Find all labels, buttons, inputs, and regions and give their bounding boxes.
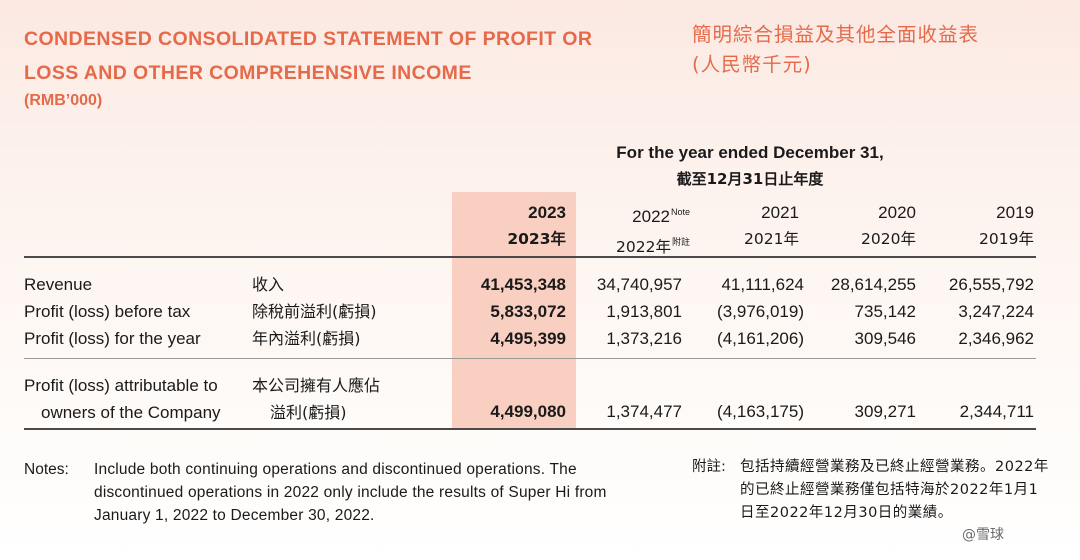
year-zh: 2021年 (744, 230, 799, 248)
table-divider-bottom (24, 428, 1036, 430)
row-label-en: Revenue (24, 275, 93, 294)
notes-text-zh: 包括持續經營業務及已終止經營業務。2022年的已終止經營業務僅包括特海於2022… (740, 459, 1049, 521)
year-zh: 2022年 (616, 238, 671, 256)
table-row: Revenue 收入 41,453,348 34,740,957 41,111,… (0, 272, 1080, 298)
row-label-en: Profit (loss) before tax (24, 302, 191, 321)
table-row: Profit (loss) for the year 年內溢利(虧損) 4,49… (0, 326, 1080, 352)
row-label-en: Profit (loss) for the year (24, 329, 201, 348)
cell-value: 1,913,801 (606, 302, 682, 321)
cell-value: 309,546 (854, 329, 916, 348)
table-divider-top (24, 256, 1036, 258)
cell-value: 28,614,255 (830, 275, 916, 294)
year-header-2023: 2023 2023年 (442, 199, 566, 253)
title-zh-line2: (人民幣千元) (692, 53, 812, 76)
cell-value: 5,833,072 (490, 302, 566, 321)
attributable-zh-line1: 本公司擁有人應佔 (252, 376, 381, 395)
cell-value: 1,373,216 (606, 329, 682, 348)
row-label-zh: 除稅前溢利(虧損) (252, 302, 377, 321)
year-note-marker-zh: 附註 (671, 238, 690, 248)
row-label-zh: 年內溢利(虧損) (252, 329, 361, 348)
current-year-highlight (452, 192, 576, 428)
row-label-zh: 收入 (252, 275, 285, 294)
cell-value: 3,247,224 (958, 302, 1034, 321)
cell-value: 34,740,957 (596, 275, 682, 294)
year-zh: 2020年 (861, 230, 916, 248)
cell-value: 309,271 (854, 402, 916, 421)
title-zh-line1: 簡明綜合損益及其他全面收益表 (692, 23, 980, 46)
year-header-2021: 2021 2021年 (675, 199, 799, 253)
cell-value: 4,499,080 (490, 402, 566, 421)
year-en: 2022 (632, 207, 670, 226)
cell-value: (4,163,175) (717, 402, 804, 421)
attributable-en-line1: Profit (loss) attributable to (24, 376, 218, 395)
notes-text-en: Include both continuing operations and d… (94, 461, 607, 524)
notes-label-zh: 附註: (692, 459, 726, 475)
year-header-2022: 2022Note 2022年附註 (566, 199, 690, 261)
cell-value: 26,555,792 (948, 275, 1034, 294)
year-en: 2023 (528, 203, 566, 222)
title-unit: (RMB’000) (24, 92, 103, 109)
statement-title-zh: 簡明綜合損益及其他全面收益表 (人民幣千元) (692, 20, 1062, 80)
year-note-marker: Note (670, 207, 690, 217)
cell-value: (4,161,206) (717, 329, 804, 348)
table-divider-middle (24, 358, 1036, 359)
attributable-label-zh: 本公司擁有人應佔 溢利(虧損) (252, 372, 380, 426)
year-zh: 2019年 (979, 230, 1034, 248)
title-en-line2: LOSS AND OTHER COMPREHENSIVE INCOME (24, 62, 472, 84)
period-header: For the year ended December 31, 截至12月31日… (560, 140, 940, 192)
period-en: For the year ended December 31, (616, 143, 884, 162)
cell-value: 1,374,477 (606, 402, 682, 421)
table-row: Profit (loss) before tax 除稅前溢利(虧損) 5,833… (0, 299, 1080, 325)
watermark: @雪球 (958, 522, 1008, 546)
year-zh: 2023年 (507, 230, 566, 248)
period-zh: 截至12月31日止年度 (676, 170, 824, 188)
attributable-en-line2: owners of the Company (41, 403, 221, 422)
statement-title-en: CONDENSED CONSOLIDATED STATEMENT OF PROF… (24, 22, 674, 112)
cell-value: 4,495,399 (490, 329, 566, 348)
attributable-label-en: Profit (loss) attributable to owners of … (24, 372, 221, 426)
cell-value: 735,142 (854, 302, 916, 321)
title-en-line1: CONDENSED CONSOLIDATED STATEMENT OF PROF… (24, 28, 593, 50)
cell-value: 41,453,348 (480, 275, 566, 294)
notes-label-en: Notes: (24, 461, 69, 478)
table-row-attributable: 4,499,080 1,374,477 (4,163,175) 309,271 … (0, 399, 1080, 425)
attributable-zh-line2: 溢利(虧損) (270, 403, 347, 422)
year-en: 2020 (878, 203, 916, 222)
cell-value: 2,346,962 (958, 329, 1034, 348)
year-header-2020: 2020 2020年 (792, 199, 916, 253)
year-en: 2021 (761, 203, 799, 222)
year-header-2019: 2019 2019年 (910, 199, 1034, 253)
cell-value: 2,344,711 (959, 402, 1034, 421)
year-en: 2019 (996, 203, 1034, 222)
cell-value: 41,111,624 (721, 275, 804, 294)
cell-value: (3,976,019) (717, 302, 804, 321)
